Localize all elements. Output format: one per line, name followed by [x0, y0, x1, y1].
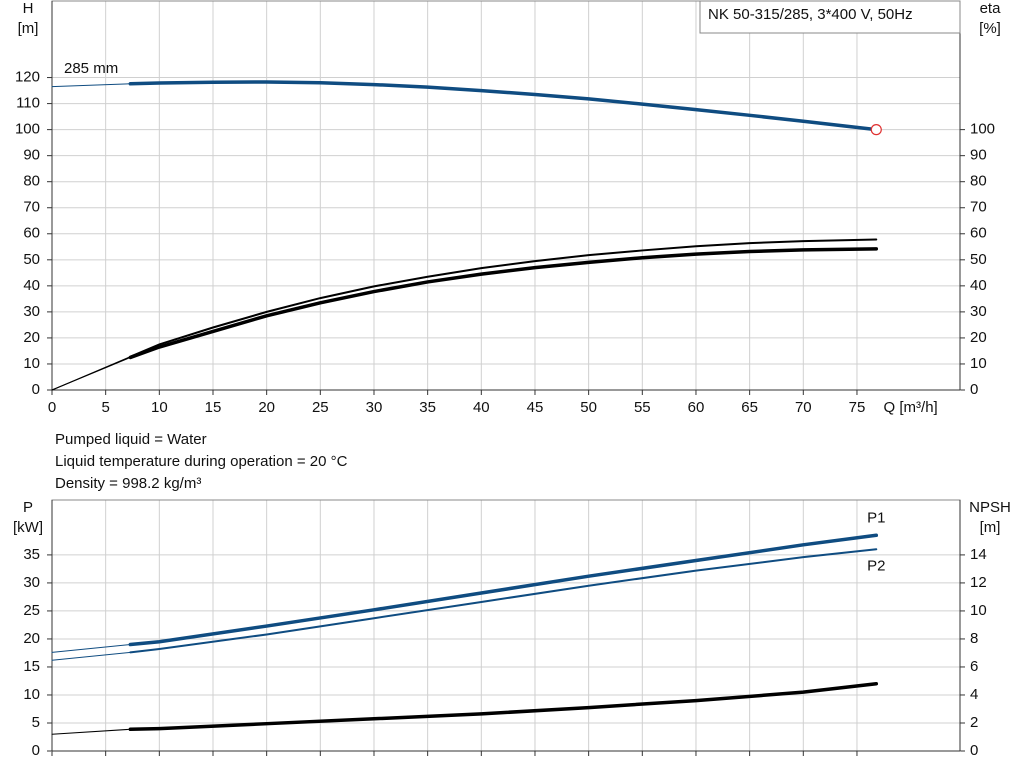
- x-tick-label: 60: [688, 399, 705, 416]
- x-tick-label: 40: [473, 399, 490, 416]
- curve: [128, 247, 879, 360]
- x-tick-label: 65: [741, 399, 758, 416]
- curve: [129, 548, 878, 654]
- chart-title: NK 50-315/285, 3*400 V, 50Hz: [708, 6, 913, 23]
- x-tick-label: 5: [101, 399, 109, 416]
- y2-tick-label: 40: [970, 277, 987, 294]
- y2-tick-label: 30: [970, 303, 987, 320]
- x-tick-label: 30: [366, 399, 383, 416]
- duty-point: [870, 124, 882, 136]
- y2-tick-label: 8: [970, 630, 978, 647]
- note: Liquid temperature during operation = 20…: [55, 453, 348, 470]
- y-tick-label: 60: [23, 225, 40, 242]
- x-tick-label: 70: [795, 399, 812, 416]
- y2-tick-label: 12: [970, 574, 987, 591]
- x-tick-label: 10: [151, 399, 168, 416]
- y2-tick-label: 70: [970, 199, 987, 216]
- y-tick-label: 20: [23, 630, 40, 647]
- y2-tick-label: 100: [970, 121, 995, 138]
- title-box: [699, 0, 961, 34]
- y2-axis-label: [%]: [979, 20, 1001, 37]
- y2-tick-label: 0: [970, 381, 978, 398]
- y-tick-label: 20: [23, 329, 40, 346]
- y-axis-label: [m]: [18, 20, 39, 37]
- curve: [129, 238, 878, 358]
- y-tick-label: 30: [23, 574, 40, 591]
- y-tick-label: 0: [32, 381, 40, 398]
- x-tick-label: 20: [258, 399, 275, 416]
- curve: [51, 651, 131, 661]
- y-tick-label: 100: [15, 121, 40, 138]
- x-tick-label: 50: [580, 399, 597, 416]
- y-axis-label: [kW]: [13, 519, 43, 536]
- y-tick-label: 70: [23, 199, 40, 216]
- x-tick-label: 55: [634, 399, 651, 416]
- y2-tick-label: 90: [970, 147, 987, 164]
- y-tick-label: 80: [23, 173, 40, 190]
- x-tick-label: 0: [48, 399, 56, 416]
- y2-axis-label: [m]: [980, 519, 1001, 536]
- curve: [128, 80, 879, 132]
- y-tick-label: 110: [16, 95, 40, 112]
- y2-tick-label: 80: [970, 173, 987, 190]
- y-tick-label: 15: [23, 658, 40, 675]
- x-tick-label: 75: [849, 399, 866, 416]
- y-axis-label: H: [23, 0, 34, 17]
- y2-tick-label: 20: [970, 329, 987, 346]
- y-tick-label: 25: [23, 602, 40, 619]
- y2-tick-label: 14: [970, 546, 987, 563]
- y2-axis-label: eta: [980, 0, 1002, 17]
- curve: [51, 83, 131, 88]
- x-axis-label: Q [m³/h]: [884, 399, 938, 416]
- y2-tick-label: 0: [970, 742, 978, 759]
- plot-frame: [51, 0, 961, 391]
- curve: [128, 682, 879, 732]
- y-tick-label: 35: [23, 546, 40, 563]
- curve: [51, 356, 131, 391]
- y-tick-label: 40: [23, 277, 40, 294]
- y2-tick-label: 50: [970, 251, 987, 268]
- curve: [128, 533, 879, 647]
- y2-tick-label: 6: [970, 658, 978, 675]
- x-tick-label: 15: [205, 399, 222, 416]
- y-tick-label: 5: [32, 714, 40, 731]
- y-tick-label: 10: [23, 686, 40, 703]
- y2-tick-label: 2: [970, 714, 978, 731]
- y2-tick-label: 4: [970, 686, 978, 703]
- series-label: P1: [867, 509, 885, 526]
- note: Density = 998.2 kg/m³: [55, 475, 201, 492]
- y-axis-label: P: [23, 499, 33, 516]
- series-label: P2: [867, 557, 885, 574]
- y-tick-label: 0: [32, 742, 40, 759]
- y-tick-label: 90: [23, 147, 40, 164]
- x-tick-label: 35: [419, 399, 436, 416]
- y2-tick-label: 10: [970, 602, 987, 619]
- curve: [51, 644, 131, 653]
- x-tick-label: 25: [312, 399, 329, 416]
- curve: [51, 728, 131, 735]
- y2-tick-label: 10: [970, 355, 987, 372]
- annotation: 285 mm: [64, 60, 118, 77]
- y2-tick-label: 60: [970, 225, 987, 242]
- y-tick-label: 30: [23, 303, 40, 320]
- y-tick-label: 50: [23, 251, 40, 268]
- y-tick-label: 120: [15, 69, 40, 86]
- y2-axis-label: NPSH: [969, 499, 1011, 516]
- y-tick-label: 10: [23, 355, 40, 372]
- x-tick-label: 45: [527, 399, 544, 416]
- note: Pumped liquid = Water: [55, 431, 207, 448]
